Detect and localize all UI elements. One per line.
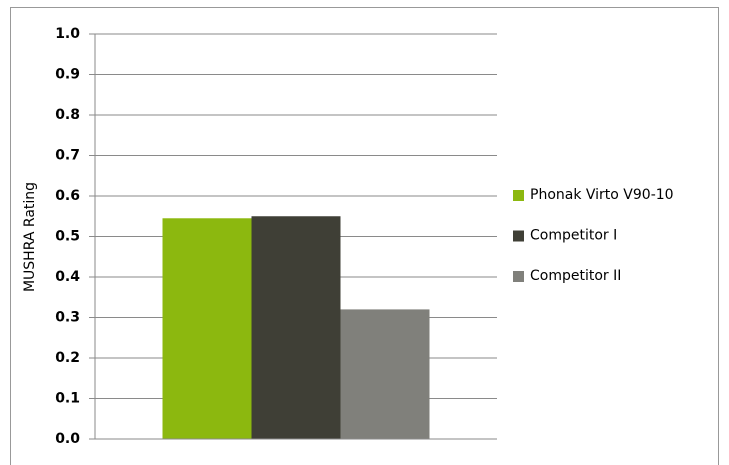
y-tick-label: 0.7	[55, 148, 80, 164]
y-tick-label: 0.8	[55, 107, 80, 123]
legend-swatch	[513, 190, 524, 201]
bar	[162, 218, 252, 439]
y-tick-label: 0.2	[55, 350, 80, 366]
y-tick-label: 0.1	[55, 391, 80, 407]
y-tick-label: 0.9	[55, 67, 80, 83]
legend-swatch	[513, 271, 524, 282]
legend-swatch	[513, 230, 524, 242]
bar	[340, 309, 430, 439]
y-tick-label: 0.4	[55, 269, 80, 285]
y-axis-label: MUSHRA Rating	[22, 182, 38, 292]
legend-label: Competitor II	[530, 268, 621, 284]
y-tick-label: 0.6	[55, 188, 80, 204]
bar	[251, 216, 341, 439]
y-tick-label: 1.0	[55, 26, 80, 42]
legend-label: Competitor I	[530, 228, 617, 244]
y-tick-label: 0.5	[55, 229, 80, 245]
y-tick-label: 0.0	[55, 431, 80, 447]
legend-label: Phonak Virto V90-10	[530, 187, 674, 203]
y-tick-label: 0.3	[55, 310, 80, 326]
